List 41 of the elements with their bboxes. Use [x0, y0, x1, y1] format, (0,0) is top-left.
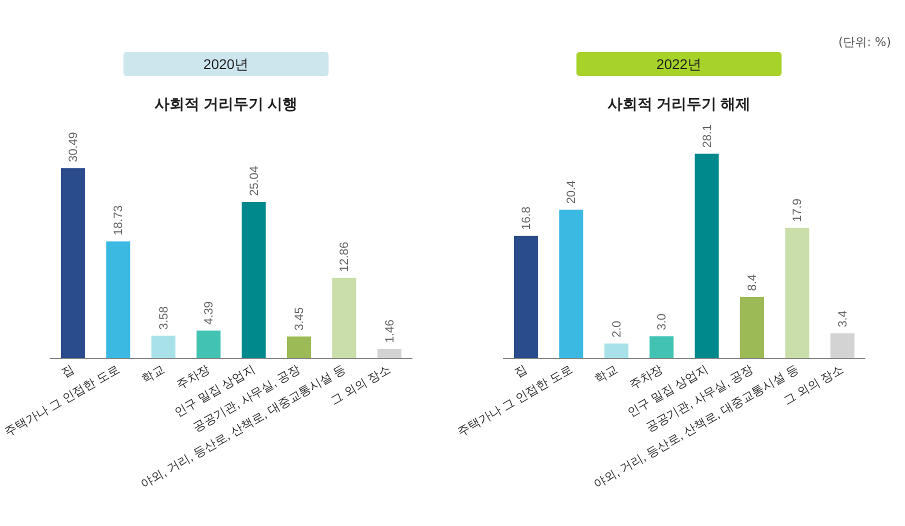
data-label: 17.9 [790, 198, 804, 222]
bar [196, 330, 221, 358]
data-label: 28.1 [700, 124, 714, 148]
x-tick-label: 학교 [592, 362, 620, 386]
bar [151, 336, 176, 358]
data-label: 8.4 [744, 274, 759, 291]
bar [785, 228, 810, 358]
data-label: 25.04 [246, 166, 261, 196]
x-tick-label: 집 [512, 362, 530, 380]
bar [106, 241, 130, 358]
x-tick-label: 학교 [139, 362, 167, 386]
x-tick-label: 집 [59, 362, 76, 380]
data-label: 1.46 [382, 319, 396, 343]
data-label: 3.45 [292, 306, 306, 331]
data-label: 16.8 [518, 206, 533, 230]
chart-subtitle: 사회적 거리두기 해제 [607, 96, 751, 113]
bar [559, 210, 584, 358]
data-label: 18.73 [111, 204, 126, 236]
bar [604, 343, 628, 358]
chart-title: 2022년 [656, 56, 702, 72]
bar [242, 202, 266, 358]
bar [377, 348, 402, 358]
chart-subtitle: 사회적 거리두기 시행 [154, 96, 298, 113]
bar [650, 336, 674, 358]
bar [740, 296, 764, 358]
bar [60, 168, 85, 358]
data-label: 20.4 [564, 180, 578, 204]
data-label: 30.49 [66, 132, 80, 162]
data-label: 3.58 [156, 306, 170, 330]
bar [286, 336, 311, 358]
data-label: 12.86 [337, 242, 352, 272]
chart-title: 2020년 [203, 56, 249, 72]
data-label: 4.39 [202, 300, 216, 325]
bar [332, 278, 356, 358]
bar [830, 333, 854, 358]
data-label: 3.4 [835, 310, 850, 328]
bar [514, 236, 538, 358]
text: (단위: %) [838, 34, 891, 51]
bar [694, 154, 719, 358]
data-label: 3.0 [654, 313, 669, 330]
data-label: 2.0 [609, 320, 624, 338]
